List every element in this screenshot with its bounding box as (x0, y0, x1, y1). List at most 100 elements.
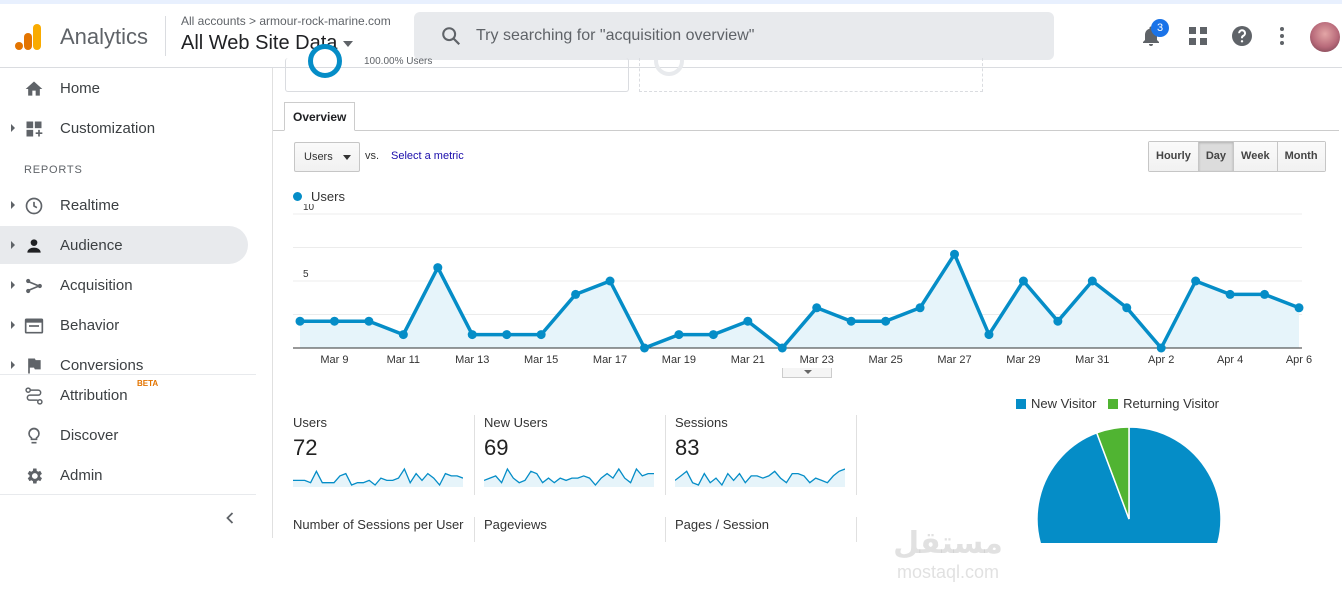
vs-label: vs. (365, 150, 380, 162)
search-input[interactable] (476, 22, 1036, 50)
visitor-type-pie-chart[interactable] (1033, 423, 1233, 543)
dropdown-arrow-icon (343, 155, 351, 160)
more-options-button[interactable] (1270, 24, 1294, 48)
sidebar-item-label: Home (60, 80, 101, 97)
segment-placeholder-card[interactable] (639, 46, 983, 92)
sidebar-item-label: Acquisition (60, 277, 133, 294)
metric-dropdown[interactable]: Users (294, 142, 360, 172)
stat-sessions[interactable]: Sessions 83 (675, 415, 857, 495)
legend-new-visitor: New Visitor (1031, 396, 1097, 411)
empty-donut-icon (654, 46, 684, 76)
stat-label: Pages / Session (675, 517, 769, 532)
sidebar-item-customization[interactable]: Customization (0, 109, 248, 147)
legend-label: Users (311, 189, 345, 204)
stat-pageviews[interactable]: Pageviews (484, 517, 666, 539)
data-point (571, 289, 581, 299)
expand-arrow-icon (11, 321, 15, 329)
x-tick-label: Apr 2 (1148, 354, 1174, 366)
area-fill (300, 254, 1299, 348)
help-icon (1232, 26, 1252, 46)
chart-collapse-toggle[interactable] (782, 368, 832, 378)
day-button[interactable]: Day (1198, 142, 1235, 171)
lightbulb-icon (28, 427, 40, 444)
sidebar-item-label: Customization (60, 120, 156, 137)
y-tick-label: 5 (303, 269, 309, 280)
sidebar-item-conversions[interactable]: Conversions (0, 346, 248, 384)
chart-legend[interactable]: Users (293, 189, 345, 204)
sparkline-line (675, 468, 845, 487)
sidebar-item-discover[interactable]: Discover (0, 416, 248, 454)
month-button[interactable]: Month (1277, 142, 1325, 171)
sparkline-line (293, 467, 463, 487)
stat-new-users[interactable]: New Users 69 (484, 415, 666, 495)
data-point (1191, 276, 1201, 286)
hourly-button[interactable]: Hourly (1149, 142, 1199, 171)
stat-value: 72 (293, 435, 318, 460)
tab-divider (273, 130, 1339, 131)
help-button[interactable] (1230, 24, 1254, 48)
gear-icon (27, 468, 42, 484)
sidebar-item-label: Behavior (60, 317, 120, 334)
pie-legend[interactable]: New Visitor Returning Visitor (1016, 396, 1219, 411)
person-icon (27, 239, 41, 253)
view-selector[interactable]: All Web Site Data (181, 32, 354, 55)
stat-sessions-per-user[interactable]: Number of Sessions per User (293, 517, 475, 539)
sidebar-item-behavior[interactable]: Behavior (0, 306, 248, 344)
stat-label: Sessions (675, 415, 728, 430)
series-line-users (300, 252, 1300, 350)
attribution-icon (25, 387, 43, 405)
account-avatar[interactable] (1310, 22, 1340, 52)
data-point (708, 330, 718, 340)
pie-slice-new-visitor[interactable] (1036, 426, 1222, 543)
data-point (398, 330, 408, 340)
collapse-sidebar-icon[interactable] (220, 508, 240, 528)
acquisition-icon (26, 278, 42, 294)
stat-divider (665, 415, 666, 495)
expand-arrow-icon (11, 201, 15, 209)
x-tick-label: Apr 6 (1286, 354, 1312, 366)
behavior-icon (24, 318, 44, 334)
stat-value: 83 (675, 435, 700, 460)
sparkline-line (484, 467, 654, 487)
analytics-logo-icon[interactable] (14, 22, 44, 52)
sidebar-item-label: Attribution (60, 387, 128, 404)
stat-users[interactable]: Users 72 (293, 415, 475, 495)
sidebar-item-label: Realtime (60, 197, 120, 214)
caret-down-icon (343, 40, 354, 47)
data-point (1122, 303, 1132, 313)
stat-label: Users (293, 415, 327, 430)
report-content: 100.00% Users Overview Users vs. Select … (272, 44, 1339, 582)
top-bar: Analytics All accounts > armour-rock-mar… (0, 4, 1342, 68)
stat-pages-per-session[interactable]: Pages / Session (675, 517, 857, 539)
tab-overview[interactable]: Overview (284, 102, 356, 131)
view-name: All Web Site Data (181, 32, 338, 54)
stat-divider (665, 517, 666, 542)
stat-value: 69 (484, 435, 509, 460)
watermark-latin: mostaql.com (896, 562, 1000, 582)
y-tick-label: 10 (303, 204, 315, 213)
sparkline-area (484, 469, 654, 487)
sidebar-item-acquisition[interactable]: Acquisition (0, 266, 248, 304)
x-tick-label: Mar 11 (387, 354, 420, 366)
sidebar-item-realtime[interactable]: Realtime (0, 186, 248, 224)
sidebar-item-attribution[interactable]: Attribution BETA (0, 376, 248, 414)
select-metric-link[interactable]: Select a metric (391, 150, 464, 162)
expand-arrow-icon (11, 124, 15, 132)
search-box[interactable] (414, 12, 1054, 60)
apps-button[interactable] (1186, 24, 1210, 48)
sidebar-item-admin[interactable]: Admin (0, 456, 248, 494)
users-line-chart[interactable]: 10 5 Mar 9 Mar 11 Mar 13 Mar 15 Mar 17 Mar 19 Ma… (273, 204, 1339, 368)
notifications-button[interactable]: 3 (1139, 19, 1169, 48)
sidebar-item-home[interactable]: Home (0, 69, 248, 107)
sparkline-area (293, 469, 463, 487)
sidebar-item-label: Conversions (60, 357, 144, 374)
stat-label: Number of Sessions per User (293, 517, 464, 532)
expand-arrow-icon (11, 281, 15, 289)
week-button[interactable]: Week (1234, 142, 1278, 171)
sidebar-item-audience[interactable]: Audience (0, 226, 248, 264)
pie-slice-returning-visitor[interactable] (1095, 426, 1130, 520)
account-breadcrumb[interactable]: All accounts > armour-rock-marine.com (181, 14, 391, 28)
data-point (502, 330, 512, 340)
expand-arrow-icon (11, 241, 15, 249)
data-point (915, 303, 925, 313)
